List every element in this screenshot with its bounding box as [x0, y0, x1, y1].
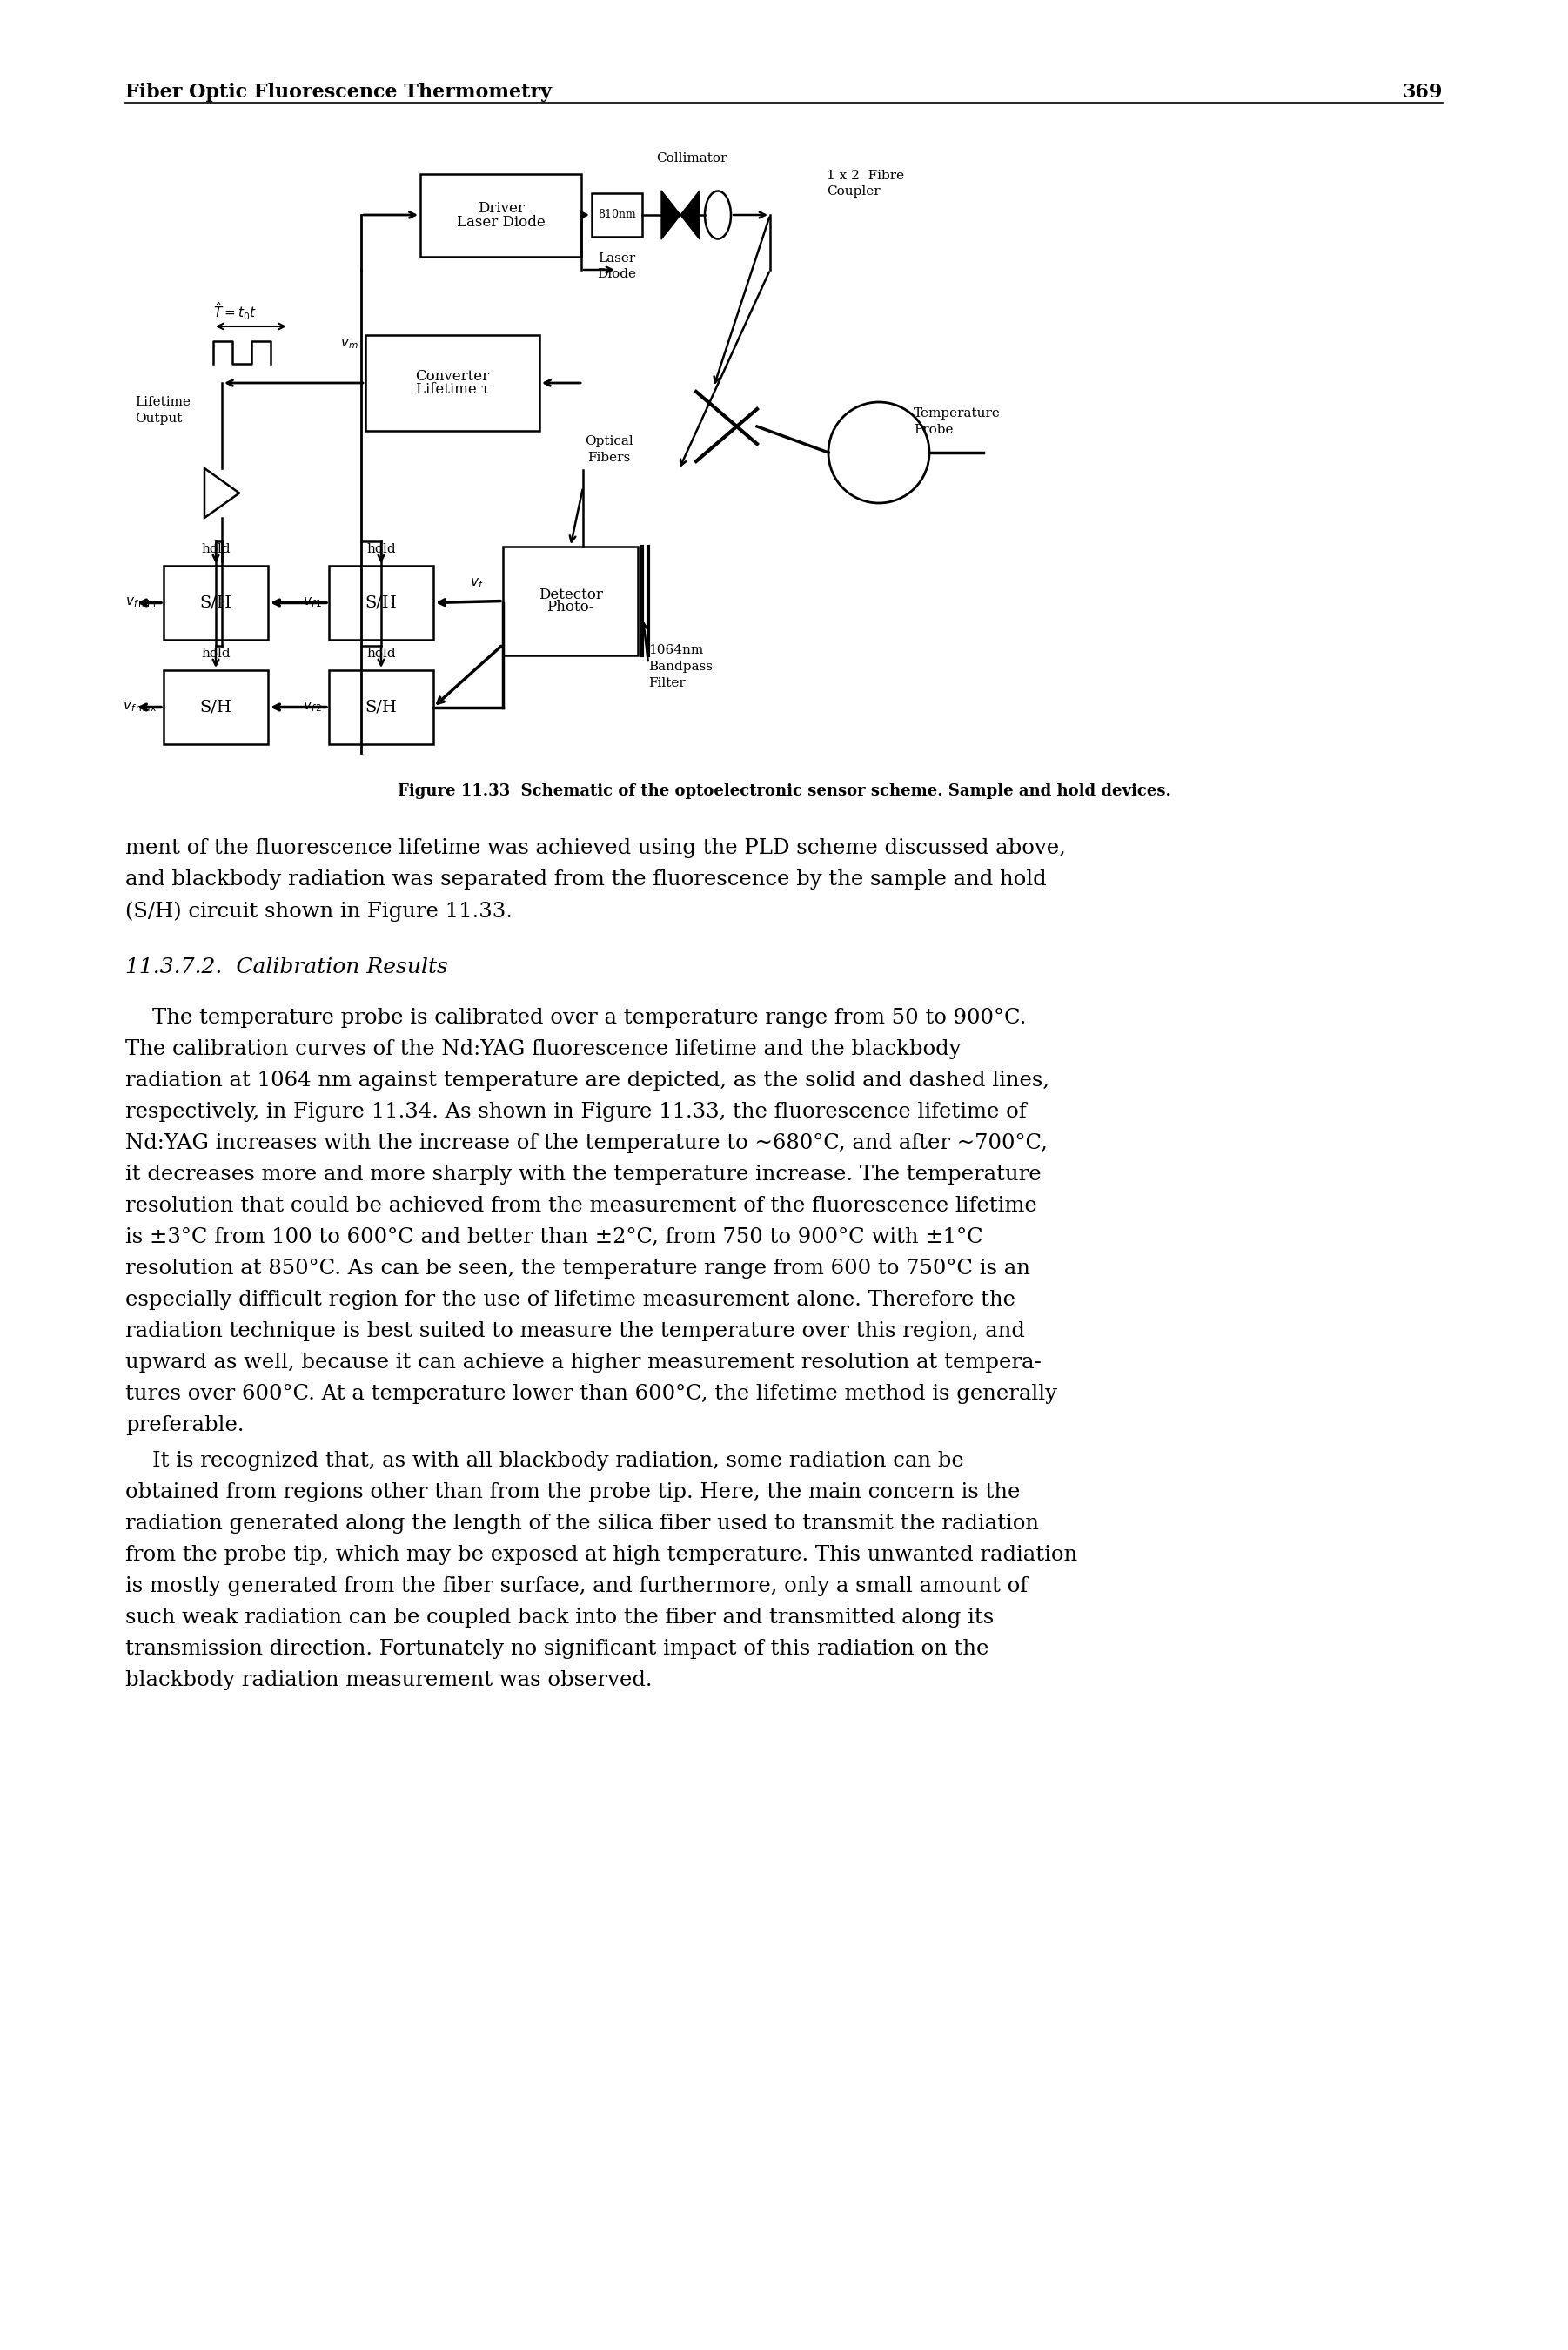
Text: ment of the fluorescence lifetime was achieved using the PLD scheme discussed ab: ment of the fluorescence lifetime was ac… — [125, 839, 1066, 858]
Text: S/H: S/H — [365, 700, 397, 714]
Text: Fiber Optic Fluorescence Thermometry: Fiber Optic Fluorescence Thermometry — [125, 82, 552, 101]
Text: Temperature: Temperature — [914, 407, 1000, 421]
Text: $v_{f\,1}$: $v_{f\,1}$ — [303, 597, 321, 609]
Text: such weak radiation can be coupled back into the fiber and transmitted along its: such weak radiation can be coupled back … — [125, 1607, 994, 1629]
Text: tures over 600°C. At a temperature lower than 600°C, the lifetime method is gene: tures over 600°C. At a temperature lower… — [125, 1384, 1057, 1403]
Bar — [365, 336, 539, 430]
Text: it decreases more and more sharply with the temperature increase. The temperatur: it decreases more and more sharply with … — [125, 1166, 1041, 1184]
Text: Lifetime τ: Lifetime τ — [416, 383, 489, 397]
Ellipse shape — [706, 190, 731, 240]
Text: $v_f$: $v_f$ — [470, 576, 485, 590]
Text: S/H: S/H — [199, 700, 232, 714]
Text: Detector: Detector — [538, 588, 602, 602]
Text: hold: hold — [201, 649, 230, 660]
Text: Lifetime: Lifetime — [135, 397, 191, 409]
Text: Driver: Driver — [477, 202, 524, 216]
Text: 369: 369 — [1402, 82, 1443, 101]
Text: S/H: S/H — [365, 595, 397, 611]
Text: Fibers: Fibers — [588, 451, 630, 463]
Text: 810nm: 810nm — [597, 209, 637, 221]
Text: from the probe tip, which may be exposed at high temperature. This unwanted radi: from the probe tip, which may be exposed… — [125, 1544, 1077, 1565]
Text: radiation generated along the length of the silica fiber used to transmit the ra: radiation generated along the length of … — [125, 1513, 1040, 1535]
Text: Figure 11.33  Schematic of the optoelectronic sensor scheme. Sample and hold dev: Figure 11.33 Schematic of the optoelectr… — [397, 783, 1171, 799]
Text: $\hat{T} = t_0 t$: $\hat{T} = t_0 t$ — [213, 301, 257, 322]
Text: preferable.: preferable. — [125, 1415, 245, 1436]
Text: Collimator: Collimator — [657, 153, 728, 164]
Circle shape — [828, 402, 930, 503]
Text: radiation at 1064 nm against temperature are depicted, as the solid and dashed l: radiation at 1064 nm against temperature… — [125, 1072, 1049, 1090]
Bar — [163, 566, 268, 639]
Bar — [329, 566, 433, 639]
Text: (S/H) circuit shown in Figure 11.33.: (S/H) circuit shown in Figure 11.33. — [125, 900, 513, 921]
Text: S/H: S/H — [199, 595, 232, 611]
Text: Diode: Diode — [597, 268, 637, 280]
Text: obtained from regions other than from the probe tip. Here, the main concern is t: obtained from regions other than from th… — [125, 1483, 1021, 1502]
Text: The temperature probe is calibrated over a temperature range from 50 to 900°C.: The temperature probe is calibrated over… — [125, 1008, 1025, 1027]
Text: respectively, in Figure 11.34. As shown in Figure 11.33, the fluorescence lifeti: respectively, in Figure 11.34. As shown … — [125, 1102, 1027, 1121]
Bar — [591, 193, 643, 237]
Text: 1064nm: 1064nm — [648, 644, 704, 656]
Text: $v_{f\,\rm max}$: $v_{f\,\rm max}$ — [122, 700, 157, 714]
Bar — [420, 174, 582, 256]
Text: The calibration curves of the Nd:YAG fluorescence lifetime and the blackbody: The calibration curves of the Nd:YAG flu… — [125, 1039, 961, 1060]
Text: Optical: Optical — [585, 435, 633, 446]
Polygon shape — [662, 190, 681, 240]
Bar — [163, 670, 268, 745]
Polygon shape — [204, 468, 240, 517]
Text: resolution at 850°C. As can be seen, the temperature range from 600 to 750°C is : resolution at 850°C. As can be seen, the… — [125, 1260, 1030, 1278]
Text: hold: hold — [201, 543, 230, 555]
Text: resolution that could be achieved from the measurement of the fluorescence lifet: resolution that could be achieved from t… — [125, 1196, 1036, 1215]
Bar — [329, 670, 433, 745]
Text: Nd:YAG increases with the increase of the temperature to ~680°C, and after ~700°: Nd:YAG increases with the increase of th… — [125, 1133, 1047, 1154]
Text: $v_{f\,\rm min}$: $v_{f\,\rm min}$ — [125, 597, 157, 609]
Text: Coupler: Coupler — [826, 186, 880, 197]
Text: Laser: Laser — [597, 251, 635, 266]
Text: transmission direction. Fortunately no significant impact of this radiation on t: transmission direction. Fortunately no s… — [125, 1638, 989, 1659]
Text: 1 x 2  Fibre: 1 x 2 Fibre — [826, 169, 905, 181]
Text: Probe: Probe — [914, 423, 953, 437]
Text: is ±3°C from 100 to 600°C and better than ±2°C, from 750 to 900°C with ±1°C: is ±3°C from 100 to 600°C and better tha… — [125, 1227, 983, 1248]
Text: Laser Diode: Laser Diode — [456, 214, 546, 230]
Text: $v_{m}$: $v_{m}$ — [340, 336, 359, 350]
Polygon shape — [681, 190, 699, 240]
Text: and blackbody radiation was separated from the fluorescence by the sample and ho: and blackbody radiation was separated fr… — [125, 870, 1046, 891]
Text: Filter: Filter — [648, 677, 685, 689]
Text: hold: hold — [367, 543, 395, 555]
Text: blackbody radiation measurement was observed.: blackbody radiation measurement was obse… — [125, 1671, 652, 1690]
Bar — [503, 548, 638, 656]
Text: radiation technique is best suited to measure the temperature over this region, : radiation technique is best suited to me… — [125, 1321, 1025, 1342]
Text: 11.3.7.2.  Calibration Results: 11.3.7.2. Calibration Results — [125, 956, 448, 978]
Text: is mostly generated from the fiber surface, and furthermore, only a small amount: is mostly generated from the fiber surfa… — [125, 1577, 1027, 1596]
Text: upward as well, because it can achieve a higher measurement resolution at temper: upward as well, because it can achieve a… — [125, 1354, 1041, 1372]
Text: Photo-: Photo- — [547, 599, 594, 616]
Text: It is recognized that, as with all blackbody radiation, some radiation can be: It is recognized that, as with all black… — [125, 1450, 964, 1471]
Text: $v_{f\,2}$: $v_{f\,2}$ — [303, 700, 321, 714]
Text: especially difficult region for the use of lifetime measurement alone. Therefore: especially difficult region for the use … — [125, 1290, 1016, 1309]
Text: Bandpass: Bandpass — [648, 660, 712, 672]
Text: Output: Output — [135, 414, 182, 425]
Text: hold: hold — [367, 649, 395, 660]
Text: Converter: Converter — [416, 369, 489, 383]
